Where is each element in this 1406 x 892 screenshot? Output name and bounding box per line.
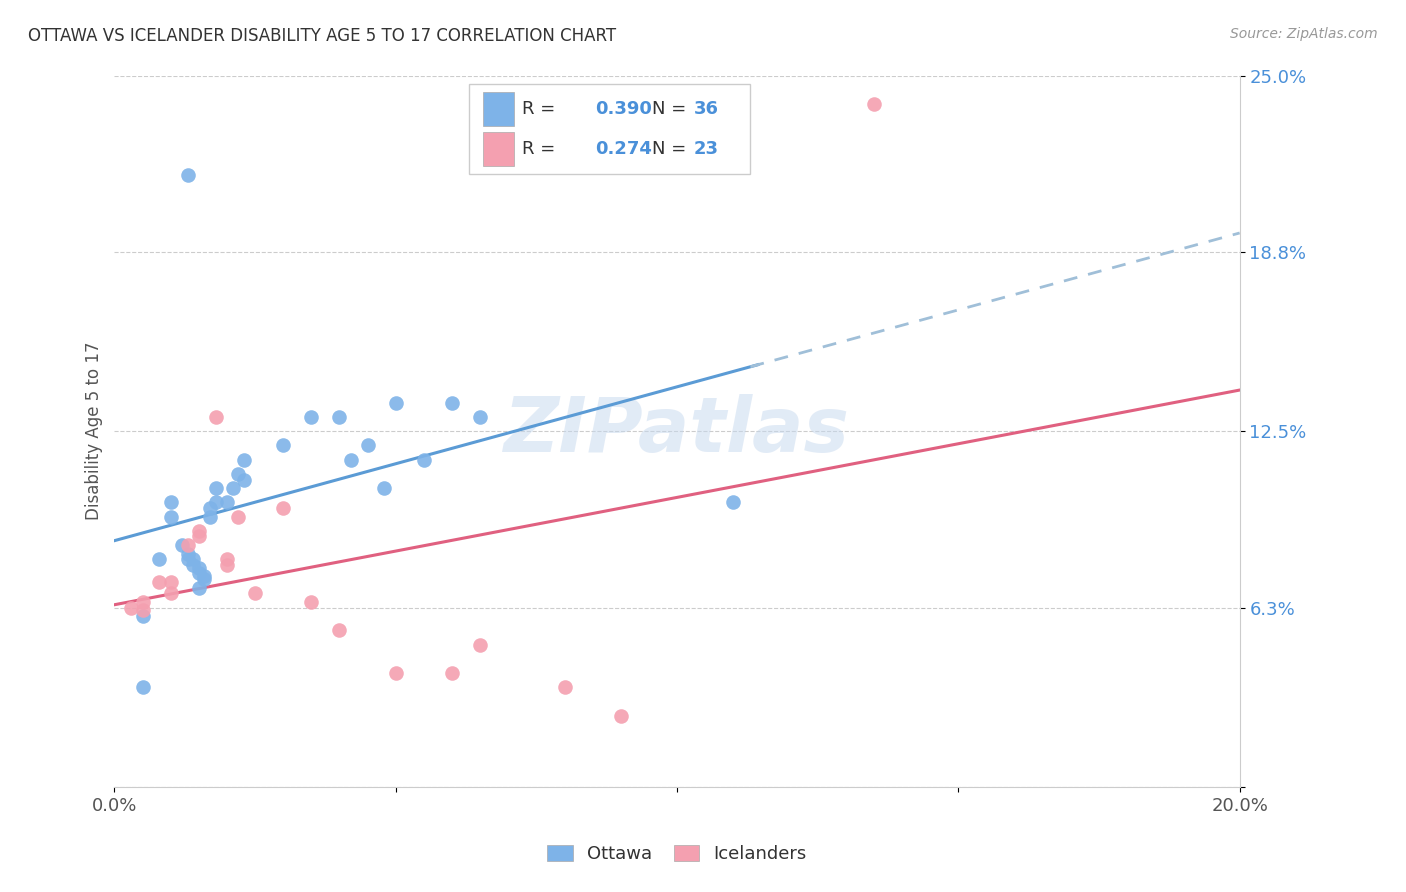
Point: [215, 495, 238, 509]
Text: ZIPatlas: ZIPatlas: [503, 394, 851, 468]
Text: N =: N =: [652, 101, 692, 119]
Point: [468, 409, 491, 424]
Point: [299, 409, 322, 424]
Point: [226, 467, 249, 481]
Point: [193, 572, 215, 586]
Y-axis label: Disability Age 5 to 17: Disability Age 5 to 17: [86, 342, 103, 520]
Point: [226, 509, 249, 524]
Point: [328, 409, 350, 424]
Point: [131, 609, 153, 624]
Point: [187, 560, 209, 574]
Point: [148, 552, 170, 566]
Point: [170, 538, 193, 552]
Legend: Ottawa, Icelanders: Ottawa, Icelanders: [540, 838, 814, 871]
Point: [384, 666, 406, 681]
Point: [356, 438, 378, 452]
Point: [187, 581, 209, 595]
Point: [159, 586, 181, 600]
Point: [148, 574, 170, 589]
Point: [232, 473, 254, 487]
Point: [187, 566, 209, 581]
Point: [271, 438, 294, 452]
Text: 0.390: 0.390: [596, 101, 652, 119]
Point: [181, 552, 204, 566]
Point: [131, 680, 153, 694]
Point: [131, 603, 153, 617]
Point: [440, 666, 463, 681]
Point: [159, 574, 181, 589]
Point: [159, 509, 181, 524]
Point: [193, 569, 215, 583]
Point: [299, 595, 322, 609]
Point: [384, 395, 406, 409]
Text: R =: R =: [523, 101, 561, 119]
Point: [215, 558, 238, 572]
Point: [181, 558, 204, 572]
Point: [198, 509, 221, 524]
Text: Source: ZipAtlas.com: Source: ZipAtlas.com: [1230, 27, 1378, 41]
Point: [243, 586, 266, 600]
Point: [221, 481, 243, 495]
Point: [198, 501, 221, 516]
Point: [339, 452, 361, 467]
Point: [176, 552, 198, 566]
Point: [215, 552, 238, 566]
Point: [271, 501, 294, 516]
Text: R =: R =: [523, 140, 561, 158]
Point: [187, 524, 209, 538]
Point: [554, 680, 576, 694]
Text: N =: N =: [652, 140, 692, 158]
Point: [176, 168, 198, 182]
Point: [176, 547, 198, 561]
Point: [440, 395, 463, 409]
Text: 0.274: 0.274: [596, 140, 652, 158]
Point: [204, 495, 226, 509]
Point: [863, 97, 886, 112]
Point: [131, 595, 153, 609]
Point: [723, 495, 745, 509]
Point: [373, 481, 395, 495]
Text: 23: 23: [695, 140, 718, 158]
Point: [610, 708, 633, 723]
Point: [328, 624, 350, 638]
Text: 36: 36: [695, 101, 718, 119]
Point: [120, 600, 142, 615]
Point: [412, 452, 434, 467]
Point: [204, 481, 226, 495]
Point: [232, 452, 254, 467]
Point: [176, 538, 198, 552]
Text: OTTAWA VS ICELANDER DISABILITY AGE 5 TO 17 CORRELATION CHART: OTTAWA VS ICELANDER DISABILITY AGE 5 TO …: [28, 27, 616, 45]
Point: [187, 529, 209, 543]
Point: [468, 638, 491, 652]
Point: [159, 495, 181, 509]
Point: [204, 409, 226, 424]
